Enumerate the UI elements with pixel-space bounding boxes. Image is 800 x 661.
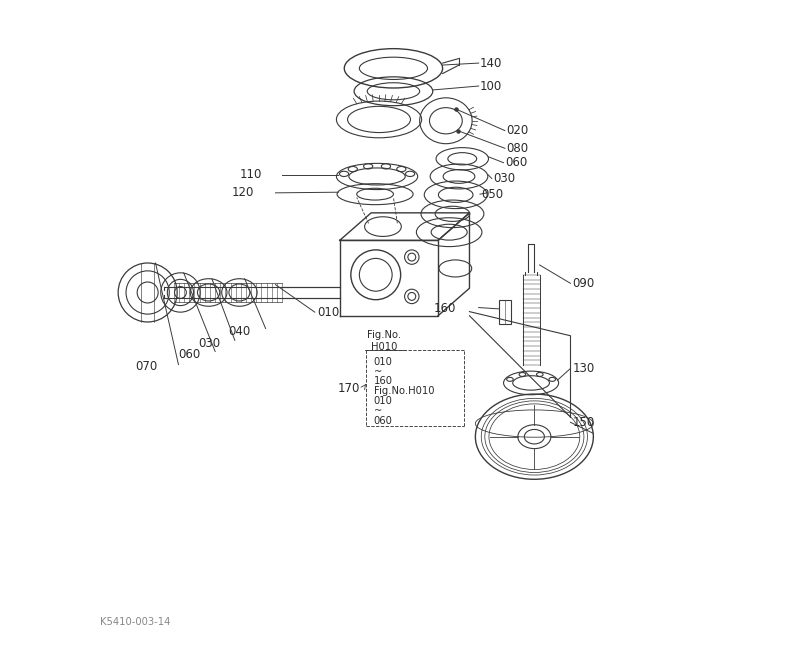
Text: 170: 170 — [338, 381, 360, 395]
Text: 060: 060 — [505, 156, 527, 169]
Text: 020: 020 — [506, 124, 529, 137]
Text: 160: 160 — [434, 302, 456, 315]
Text: 050: 050 — [482, 188, 503, 201]
Text: 150: 150 — [572, 416, 594, 429]
Text: 100: 100 — [480, 79, 502, 93]
Text: 120: 120 — [232, 186, 254, 200]
Text: 030: 030 — [198, 337, 221, 350]
Text: 060: 060 — [178, 348, 201, 362]
Text: ~: ~ — [374, 406, 382, 416]
Text: K5410-003-14: K5410-003-14 — [100, 617, 170, 627]
Text: 040: 040 — [228, 325, 250, 338]
Text: 010: 010 — [374, 357, 393, 367]
Text: H010: H010 — [371, 342, 398, 352]
Text: 010: 010 — [317, 305, 339, 319]
Text: ~: ~ — [374, 367, 382, 377]
Text: 080: 080 — [506, 142, 528, 155]
Text: 030: 030 — [493, 172, 515, 185]
Text: 060: 060 — [374, 416, 393, 426]
Text: 010: 010 — [374, 396, 393, 406]
Text: 110: 110 — [240, 168, 262, 181]
Text: 130: 130 — [572, 362, 594, 375]
Text: Fig.No.: Fig.No. — [367, 330, 402, 340]
Text: Fig.No.H010: Fig.No.H010 — [374, 386, 434, 396]
Text: 160: 160 — [374, 376, 393, 387]
Text: 090: 090 — [572, 277, 594, 290]
Text: 070: 070 — [135, 360, 158, 373]
Text: 140: 140 — [480, 57, 502, 69]
